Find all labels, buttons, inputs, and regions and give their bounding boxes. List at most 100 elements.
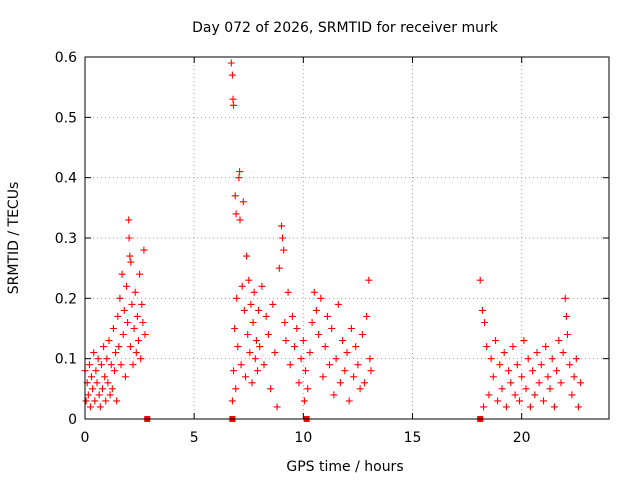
data-point: [366, 355, 374, 363]
data-point: [522, 385, 530, 393]
data-point: [120, 306, 128, 314]
y-tick-label: 0.4: [55, 171, 77, 187]
data-point: [267, 385, 275, 393]
data-point: [516, 397, 523, 405]
data-point: [139, 319, 147, 326]
data-point: [133, 312, 141, 320]
data-point: [319, 373, 327, 381]
data-point: [315, 331, 323, 338]
data-point: [242, 373, 249, 381]
data-point: [228, 397, 236, 405]
data-point: [252, 337, 260, 345]
data-point: [128, 300, 136, 308]
data-point: [108, 385, 116, 393]
data-point: [236, 216, 244, 224]
data-point: [542, 343, 550, 351]
data-point: [91, 397, 99, 405]
data-point: [256, 343, 264, 351]
data-point: [111, 367, 118, 375]
data-point: [572, 355, 580, 363]
data-point: [570, 373, 578, 381]
y-tick-label: 0.2: [55, 291, 77, 307]
data-point: [480, 403, 487, 411]
data-points: [81, 59, 585, 411]
data-point: [109, 325, 117, 332]
data-point: [280, 246, 288, 254]
data-point: [249, 319, 257, 326]
x-tick-label: 20: [513, 430, 531, 446]
data-point: [509, 343, 517, 351]
data-point: [343, 349, 351, 357]
data-point: [119, 331, 127, 338]
data-point: [124, 319, 132, 326]
data-point: [304, 385, 312, 393]
data-point: [137, 355, 145, 363]
data-point: [237, 361, 245, 369]
data-point: [278, 222, 285, 230]
data-point: [498, 385, 506, 393]
data-point: [524, 355, 532, 363]
data-point: [234, 343, 242, 351]
data-point: [288, 312, 296, 320]
data-point: [231, 325, 239, 332]
data-point: [103, 355, 111, 363]
data-point: [90, 349, 98, 357]
data-point: [564, 331, 571, 338]
grid-lines: [85, 57, 609, 419]
data-point: [116, 294, 124, 302]
data-point: [138, 300, 146, 308]
data-point: [476, 276, 484, 284]
y-axis-ticks: 0 0.1 0.2 0.3 0.4 0.5 0.6: [55, 50, 609, 428]
data-point: [87, 403, 94, 411]
data-point: [284, 288, 292, 296]
data-point: [291, 343, 299, 351]
y-tick-label: 0.3: [55, 231, 77, 247]
data-point: [101, 373, 109, 381]
data-point: [350, 373, 358, 381]
data-point: [97, 361, 105, 369]
y-tick-label: 0: [68, 412, 77, 428]
x-axis-label: GPS time / hours: [286, 459, 403, 475]
data-point: [244, 331, 252, 338]
data-point: [557, 379, 565, 387]
data-point: [240, 306, 248, 314]
data-point: [312, 306, 320, 314]
data-point: [100, 343, 108, 351]
data-point: [269, 300, 277, 308]
data-point: [107, 361, 115, 369]
data-point: [561, 294, 569, 302]
data-point: [227, 59, 235, 67]
data-point: [544, 373, 552, 381]
x-tick-label: 15: [404, 430, 422, 446]
x-axis-ticks: 0 5 10 15 20: [81, 57, 531, 446]
data-point: [248, 379, 256, 387]
data-point: [511, 391, 519, 399]
data-point: [326, 361, 333, 369]
data-point: [114, 312, 122, 320]
data-point: [531, 391, 539, 399]
data-point: [84, 391, 92, 399]
data-point: [231, 192, 239, 200]
data-point: [306, 349, 314, 357]
data-point: [113, 397, 121, 405]
data-point: [238, 282, 246, 290]
data-point: [112, 349, 120, 357]
data-point: [520, 337, 528, 345]
data-point: [229, 95, 237, 103]
data-point: [85, 361, 93, 369]
data-point: [533, 349, 541, 357]
data-point: [264, 331, 272, 338]
data-point: [478, 306, 486, 314]
data-point: [282, 337, 290, 345]
data-point: [127, 258, 135, 266]
data-point: [258, 282, 266, 290]
y-tick-label: 0.6: [55, 50, 77, 66]
data-point: [302, 367, 309, 375]
data-point: [347, 325, 355, 332]
data-point: [562, 312, 570, 320]
data-point: [228, 71, 236, 79]
data-point: [246, 349, 254, 357]
plot-frame: [84, 56, 610, 420]
data-point: [105, 337, 113, 345]
